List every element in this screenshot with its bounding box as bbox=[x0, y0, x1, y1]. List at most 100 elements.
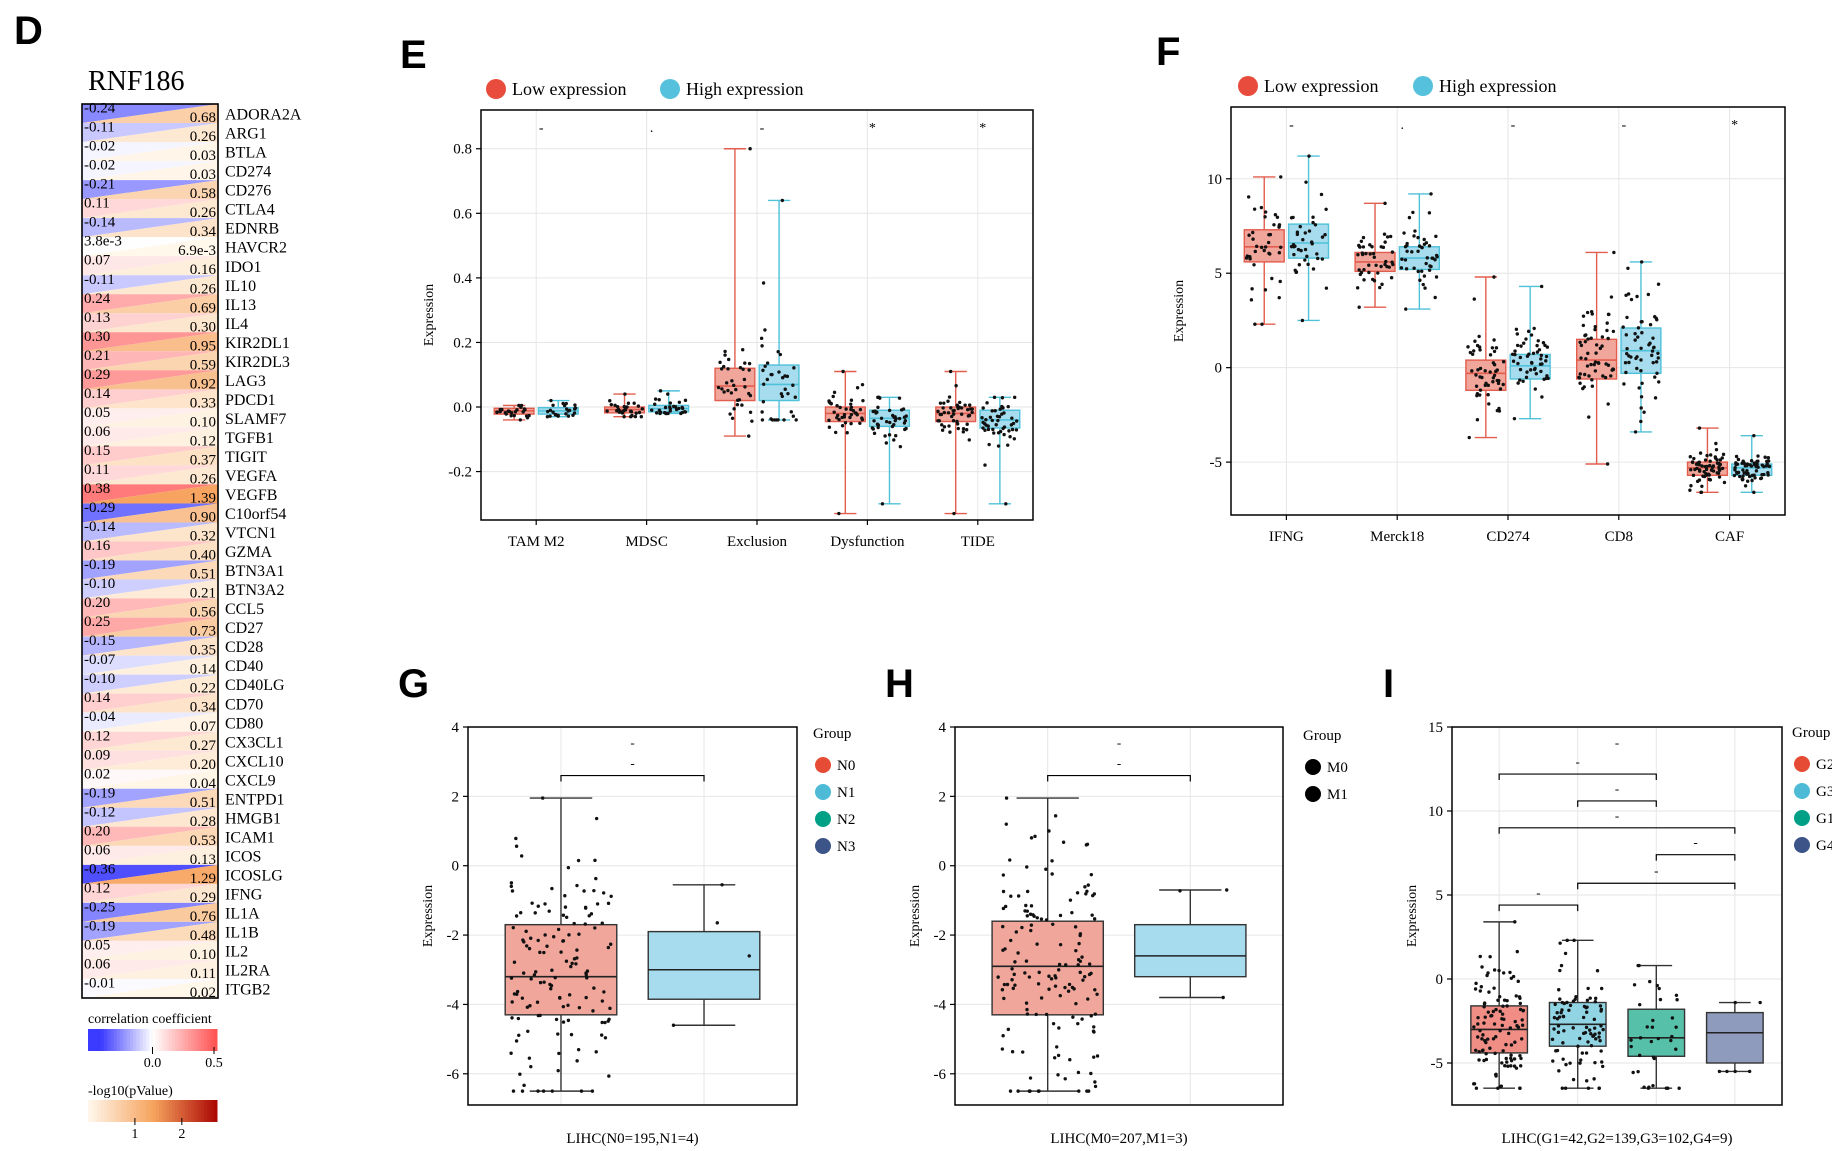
heat-gene-label: VEGFB bbox=[225, 487, 277, 504]
box-m0-point bbox=[1016, 951, 1020, 955]
box-high-expression-point bbox=[1291, 215, 1295, 220]
x-axis-label: LIHC(M0=207,M1=3) bbox=[1050, 1131, 1187, 1147]
box-g2-point bbox=[1509, 1064, 1513, 1068]
box-low-expression-point bbox=[1492, 275, 1496, 279]
box-m0-point bbox=[1004, 796, 1009, 800]
cor-colorbar-segment bbox=[107, 1029, 112, 1051]
box-m0-point bbox=[1086, 1089, 1091, 1093]
heat-pvalue-label: 1.29 bbox=[190, 871, 216, 887]
heat-gene-label: CD27 bbox=[225, 620, 263, 637]
box-low-expression-point bbox=[1270, 276, 1274, 281]
box-low-expression-point bbox=[1578, 340, 1582, 345]
box-low-expression-point bbox=[1600, 344, 1604, 348]
box-low-expression-point bbox=[741, 348, 745, 352]
box-m1-point bbox=[1178, 889, 1182, 893]
box-high-expression-point bbox=[1635, 355, 1639, 359]
box-high-expression-point bbox=[1529, 360, 1534, 365]
overall-significance: - bbox=[630, 735, 634, 750]
box-high-expression-point bbox=[1299, 248, 1303, 253]
box-g2-point bbox=[1520, 1023, 1525, 1027]
box-n0-point bbox=[569, 1032, 574, 1037]
heat-pvalue-label: 0.26 bbox=[190, 281, 217, 297]
pvalue-colorbar-segment bbox=[165, 1100, 170, 1122]
box-g2-point bbox=[1484, 1051, 1488, 1056]
box-m0-point bbox=[1049, 977, 1054, 981]
box-high-expression-point bbox=[1403, 245, 1408, 249]
box-low-expression-point bbox=[1589, 362, 1593, 367]
box-high-expression-point bbox=[1012, 437, 1017, 441]
heatmap-legend: correlation coefficient 0.0 0.5 -log10(pV… bbox=[88, 1012, 223, 1142]
box-low-expression-point bbox=[726, 367, 730, 371]
box-high-expression-point bbox=[1416, 235, 1420, 240]
box-high-expression-point bbox=[1411, 210, 1415, 215]
box-high-expression-point bbox=[1639, 419, 1643, 424]
box-high-expression-point bbox=[1531, 351, 1536, 355]
heat-gene-label: IL13 bbox=[225, 297, 256, 314]
heat-pvalue-label: 0.35 bbox=[190, 643, 216, 659]
heat-cor-label: -0.10 bbox=[84, 671, 115, 687]
box-low-expression-point bbox=[1273, 212, 1278, 217]
box-high-expression-point bbox=[1296, 247, 1301, 252]
box-g3-point bbox=[1584, 1025, 1589, 1030]
heat-gene-label: HAVCR2 bbox=[225, 240, 287, 257]
box-n0-point bbox=[556, 1032, 560, 1036]
box-low-expression-point bbox=[1711, 464, 1716, 468]
cor-colorbar-segment bbox=[162, 1029, 166, 1051]
pvalue-colorbar-segment bbox=[187, 1100, 192, 1122]
box-high-expression-point bbox=[987, 442, 991, 447]
box-n0-point bbox=[519, 911, 523, 915]
heat-pvalue-label: 0.59 bbox=[190, 357, 216, 373]
box-g2-point bbox=[1478, 1028, 1482, 1033]
box-low-expression-point bbox=[849, 402, 853, 406]
box-high-expression-point bbox=[1635, 294, 1639, 299]
box-high-expression-point bbox=[1420, 269, 1424, 273]
box-low-expression-point bbox=[970, 410, 974, 415]
heat-cor-label: -0.29 bbox=[84, 500, 115, 516]
box-m0-point bbox=[1011, 986, 1015, 991]
box-low-expression-point bbox=[942, 425, 947, 429]
box-high-expression-point bbox=[551, 410, 555, 414]
box-high-expression-point bbox=[904, 414, 908, 418]
box-low-expression-point bbox=[831, 394, 835, 399]
box-n0-point bbox=[524, 929, 528, 934]
y-tick-label: 0 bbox=[939, 859, 947, 875]
box-low-expression-point bbox=[849, 421, 853, 426]
box-high-expression-point bbox=[1525, 370, 1529, 374]
box-g2-point bbox=[1498, 1029, 1502, 1033]
box-low-expression-point bbox=[1247, 233, 1251, 237]
box-g3-point bbox=[1599, 1024, 1603, 1028]
box-g3-point bbox=[1576, 1044, 1580, 1048]
cor-colorbar-segment bbox=[200, 1029, 205, 1051]
box-g3-point bbox=[1586, 1086, 1591, 1090]
box-low-expression-point bbox=[513, 410, 518, 414]
box-low-expression-point bbox=[968, 407, 973, 411]
box-high-expression-point bbox=[1636, 326, 1641, 330]
box-low-expression-point bbox=[1472, 349, 1476, 353]
box-low-expression-point bbox=[1579, 356, 1583, 360]
bracket-label: - bbox=[1576, 754, 1580, 769]
pvalue-colorbar-segment bbox=[97, 1100, 102, 1122]
heat-gene-label: CD40LG bbox=[225, 677, 285, 694]
box-g2-point bbox=[1501, 1004, 1505, 1008]
box-m0-point bbox=[1073, 925, 1078, 929]
box-high-expression-point bbox=[1295, 232, 1300, 237]
box-g1-point bbox=[1648, 979, 1652, 984]
box-g1-point bbox=[1670, 1016, 1675, 1020]
box-n0-point bbox=[593, 858, 597, 863]
y-axis-label: Expression bbox=[908, 885, 923, 947]
heat-pvalue-label: 0.04 bbox=[190, 776, 217, 792]
box-m0-point bbox=[1076, 1070, 1081, 1075]
cor-colorbar-segment bbox=[204, 1029, 208, 1051]
legend-label: Low expression bbox=[1264, 76, 1378, 96]
box-n0-point bbox=[517, 1033, 521, 1037]
box-m0-point bbox=[1086, 997, 1090, 1001]
box-high-expression-point bbox=[873, 409, 877, 413]
bracket-label: - bbox=[1117, 756, 1121, 771]
box-low-expression-point bbox=[949, 406, 953, 410]
box-low-expression-point bbox=[1252, 207, 1257, 211]
box-low-expression-point bbox=[750, 419, 754, 423]
box-high-expression-point bbox=[897, 416, 902, 421]
box-g3-point bbox=[1584, 1079, 1589, 1083]
box-low-expression-point bbox=[1585, 364, 1590, 368]
y-tick-label: 10 bbox=[1207, 172, 1222, 188]
